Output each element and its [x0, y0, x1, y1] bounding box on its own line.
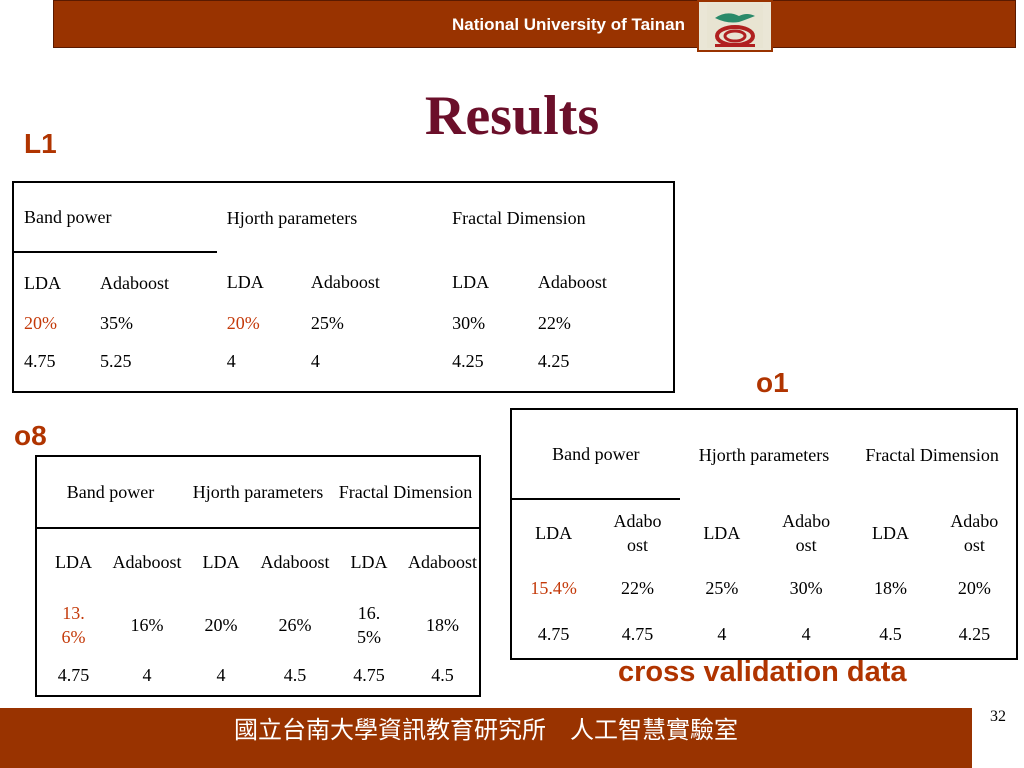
error-cell: 22% — [620, 577, 654, 598]
error-cell: 13.6% — [61, 603, 86, 647]
error-cell: 15.4% — [530, 577, 577, 598]
method-cell: Adaboost — [310, 272, 380, 292]
label-l1: L1 — [24, 128, 57, 159]
group-header: Hjorth parameters — [184, 456, 332, 529]
error-cell: 25% — [310, 313, 344, 333]
value-cell: 4.25 — [537, 351, 570, 371]
group-header: Fractal Dimension — [865, 444, 999, 465]
value-cell: 4.25 — [958, 623, 991, 644]
page-number: 32 — [990, 708, 1006, 725]
error-cell: 20% — [226, 313, 260, 333]
error-rate-row: 20% 35% 20% 25% 30% 22% — [13, 313, 674, 351]
method-cell: LDA — [202, 552, 240, 572]
value-cell: 4.5 — [879, 623, 902, 644]
value-row: 4.75 4.75 4 4 4.5 4.25 — [511, 610, 1017, 659]
error-cell: 16.5% — [357, 603, 381, 647]
value-cell: 4.75 — [24, 351, 56, 371]
error-cell: 18% — [873, 577, 907, 598]
results-table-o8: Band power Hjorth parameters Fractal Dim… — [35, 455, 481, 697]
method-cell: LDA — [350, 552, 388, 572]
method-cell: LDA — [24, 272, 61, 293]
method-cell: LDA — [871, 522, 909, 543]
slide-title: Results — [424, 85, 600, 147]
value-cell: 4.75 — [353, 664, 385, 685]
university-logo — [697, 0, 773, 52]
value-cell: 4.75 — [621, 623, 654, 644]
table-header-row: Band power Hjorth parameters Fractal Dim… — [13, 182, 674, 253]
header-title: National University of Tainan — [451, 15, 685, 34]
method-cell: LDA — [452, 272, 490, 292]
value-cell: 4 — [142, 664, 152, 685]
value-row: 4.75 5.25 4 4 4.25 4.25 — [13, 351, 674, 392]
method-cell: LDA — [535, 523, 573, 543]
error-cell: 16% — [130, 615, 164, 635]
table-header-row: Band power Hjorth parameters Fractal Dim… — [511, 409, 1017, 500]
results-table-o1: Band power Hjorth parameters Fractal Dim… — [510, 408, 1018, 660]
group-header: Fractal Dimension — [332, 456, 480, 529]
error-cell: 20% — [24, 313, 57, 333]
group-header: Fractal Dimension — [452, 207, 586, 228]
value-cell: 4.25 — [452, 351, 484, 371]
error-cell: 30% — [789, 577, 823, 598]
method-row: LDA Adaboost LDA Adaboost LDA Adaboost — [36, 528, 480, 595]
error-cell: 20% — [957, 577, 991, 598]
method-cell: Adaboost — [260, 552, 330, 572]
value-row: 4.75 4 4 4.5 4.75 4.5 — [36, 655, 480, 696]
method-cell: Adaboost — [537, 272, 607, 292]
method-cell: Adaboost — [112, 552, 182, 572]
value-cell: 4.75 — [537, 623, 570, 644]
method-cell: LDA — [226, 272, 264, 292]
group-header: Hjorth parameters — [226, 207, 358, 228]
method-row: LDA Adaboost LDA Adaboost LDA Adaboost — [13, 252, 674, 313]
method-cell: Adaboost — [613, 511, 662, 555]
method-row: LDA Adaboost LDA Adaboost LDA Adaboost — [511, 499, 1017, 566]
error-rate-row: 15.4% 22% 25% 30% 18% 20% — [511, 566, 1017, 610]
group-header: Band power — [511, 409, 680, 500]
value-cell: 4 — [801, 623, 811, 644]
error-cell: 25% — [705, 577, 739, 598]
method-cell: Adaboost — [100, 272, 170, 293]
value-cell: 4.5 — [283, 664, 307, 685]
group-header: Band power — [13, 182, 217, 253]
header-bar: National University of Tainan — [53, 0, 1016, 48]
method-cell: Adaboost — [408, 552, 477, 572]
error-cell: 30% — [452, 313, 486, 333]
label-o8: o8 — [14, 420, 47, 451]
error-cell: 18% — [426, 615, 459, 635]
method-cell: Adaboost — [950, 510, 999, 555]
value-cell: 4 — [717, 623, 727, 644]
error-cell: 22% — [537, 313, 571, 333]
group-header: Band power — [36, 456, 184, 529]
table-header-row: Band power Hjorth parameters Fractal Dim… — [36, 456, 480, 529]
value-cell: 4 — [310, 351, 320, 371]
error-cell: 20% — [204, 615, 238, 635]
cross-validation-label: cross validation data — [618, 656, 907, 688]
value-cell: 4 — [226, 351, 236, 371]
value-cell: 4.75 — [57, 664, 90, 685]
label-o1: o1 — [756, 367, 789, 398]
method-cell: LDA — [55, 552, 92, 572]
value-cell: 4 — [216, 664, 226, 685]
results-table-l1: Band power Hjorth parameters Fractal Dim… — [12, 181, 675, 393]
footer-bar — [0, 708, 972, 768]
footer-text: 國立台南大學資訊教育研究所 人工智慧實驗室 — [234, 718, 738, 744]
value-cell: 5.25 — [100, 351, 132, 371]
error-rate-row: 13.6% 16% 20% 26% 16.5% 18% — [36, 595, 480, 655]
method-cell: Adaboost — [782, 510, 831, 555]
value-cell: 4.5 — [431, 664, 454, 685]
error-cell: 26% — [278, 615, 312, 635]
error-cell: 35% — [100, 313, 134, 333]
group-header: Hjorth parameters — [698, 444, 830, 465]
method-cell: LDA — [703, 522, 741, 543]
